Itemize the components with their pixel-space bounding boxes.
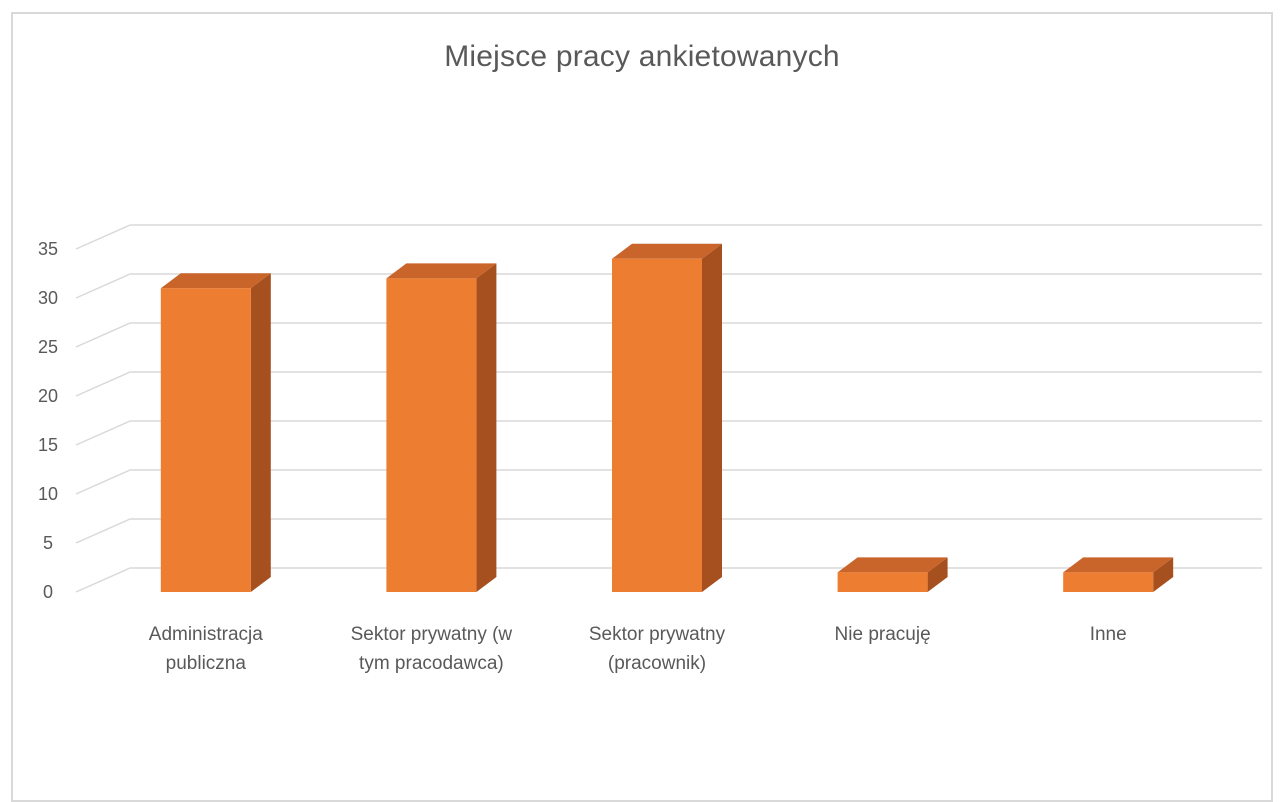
bar-front: [1063, 572, 1154, 592]
gridline-diagonal: [75, 273, 131, 299]
y-axis-ticks: 0 5 10 15 20 25 30 35: [38, 239, 58, 602]
x-category-label: Nie pracuję: [834, 624, 931, 645]
x-category-label: Sektor prywatny (pracownik): [588, 624, 726, 674]
x-category-label: Administracja publiczna: [148, 624, 263, 674]
bar-top: [386, 263, 497, 279]
bar: [1063, 557, 1174, 592]
bar-front: [612, 258, 702, 592]
bar-side: [250, 273, 271, 592]
y-tick-label: 20: [38, 386, 58, 406]
gridline: [75, 224, 1262, 250]
gridline-diagonal: [75, 224, 131, 250]
y-tick-label: 10: [38, 484, 58, 504]
gridline-diagonal: [75, 420, 131, 446]
y-tick-label: 25: [38, 337, 58, 357]
bar-front: [160, 288, 251, 592]
bar: [837, 557, 948, 592]
y-tick-label: 30: [38, 288, 58, 308]
bar-side: [1153, 557, 1174, 592]
gridline-diagonal: [75, 469, 131, 495]
bar-top: [612, 243, 722, 259]
gridline-diagonal: [75, 518, 131, 544]
bar-front: [837, 572, 928, 592]
bar-top: [1063, 557, 1174, 573]
x-category-label: Inne: [1089, 624, 1127, 645]
y-tick-label: 15: [38, 435, 58, 455]
chart-title: Miejsce pracy ankietowanych: [444, 40, 840, 73]
bar: [386, 263, 497, 592]
bar: [160, 273, 271, 592]
bar-layer: [160, 243, 1174, 593]
gridline-diagonal: [75, 567, 131, 593]
bar-top: [837, 557, 948, 573]
gridline-diagonal: [75, 322, 131, 348]
bar-side: [476, 263, 497, 592]
bar: [612, 243, 722, 593]
y-tick-label: 0: [43, 582, 53, 602]
y-tick-label: 5: [43, 533, 53, 553]
bar-top: [160, 273, 271, 289]
gridline-diagonal: [75, 371, 131, 397]
bar-side: [702, 243, 722, 593]
bar-front: [386, 278, 477, 592]
x-category-label: Sektor prywatny (w tym pracodawca): [350, 624, 513, 674]
bar-side: [927, 557, 948, 592]
y-tick-label: 35: [38, 239, 58, 259]
